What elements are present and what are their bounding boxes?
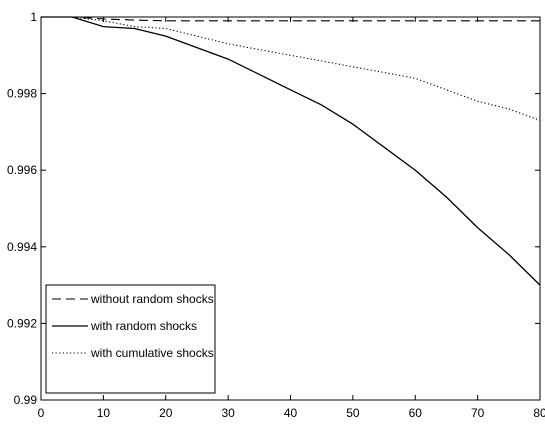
y-tick-label: 0.996 xyxy=(7,163,37,177)
legend-label-1: without random shocks xyxy=(90,292,214,306)
series-line-2 xyxy=(41,16,541,286)
x-tick-label: 70 xyxy=(471,406,485,420)
y-tick-label: 0.994 xyxy=(7,240,37,254)
x-tick-label: 0 xyxy=(38,406,45,420)
y-tick-label: 0.998 xyxy=(7,87,37,101)
x-tick-label: 20 xyxy=(159,406,173,420)
x-tick-label: 30 xyxy=(221,406,235,420)
series-line-3 xyxy=(41,16,541,121)
y-tick-label: 1 xyxy=(30,10,37,24)
axes-layer: 0 10 20 30 40 50 60 70 80 0.99 0.992 0.994 0.996 0.99… xyxy=(7,10,545,420)
x-tick-label: 60 xyxy=(409,406,423,420)
y-tick-label: 0.992 xyxy=(7,316,37,330)
x-tick-label: 10 xyxy=(97,406,111,420)
y-tick-label: 0.99 xyxy=(14,393,38,407)
legend-label-3: with cumulative shocks xyxy=(90,346,214,360)
legend: without random shocks with random shocks w… xyxy=(45,284,216,394)
x-tick-label: 50 xyxy=(346,406,360,420)
x-tick-label: 80 xyxy=(533,406,545,420)
legend-label-2: with random shocks xyxy=(90,319,197,333)
legend-box xyxy=(45,284,216,394)
x-tick-label: 40 xyxy=(284,406,298,420)
